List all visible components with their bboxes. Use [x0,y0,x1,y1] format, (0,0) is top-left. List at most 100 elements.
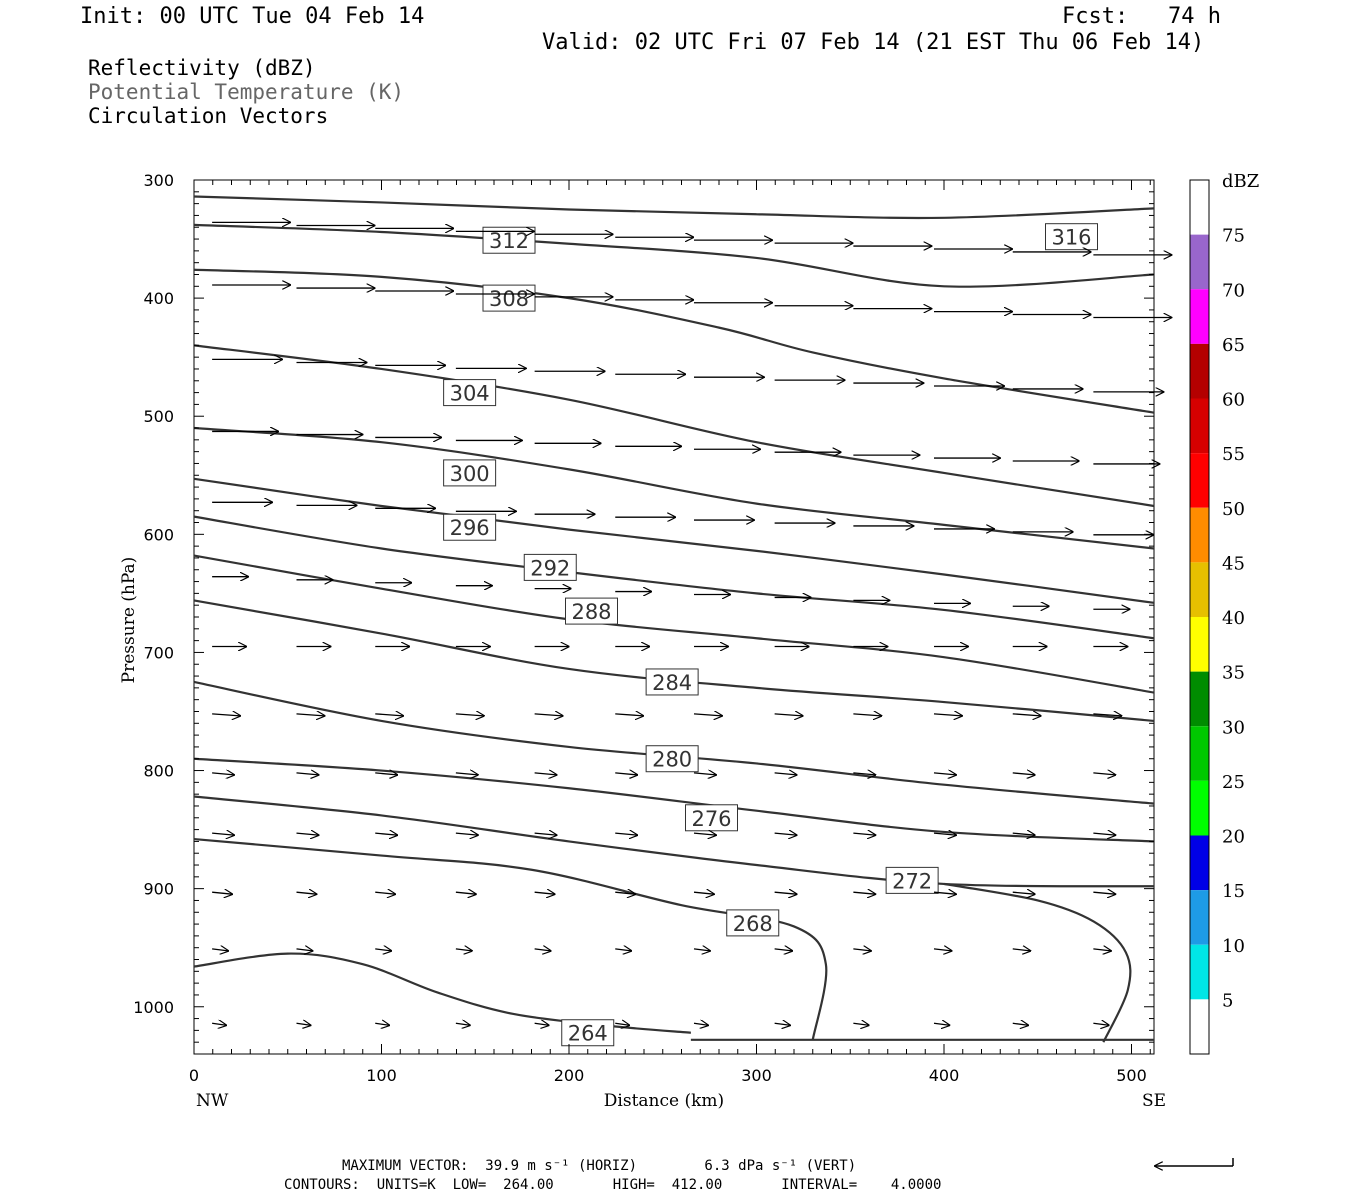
circulation-vector [693,714,722,716]
y-tick-label: 1000 [133,998,174,1017]
colorbar-swatch [1190,671,1209,727]
circulation-vector [693,833,716,835]
contour-label-292: 292 [530,556,570,580]
colorbar-swatch [1190,944,1209,1000]
contour-label-280: 280 [652,748,692,772]
y-tick-label: 900 [143,880,174,899]
field-reflectivity: Reflectivity (dBZ) [88,56,316,80]
theta-contour-276 [193,757,1155,843]
theta-contour-272-closure [943,882,1132,1043]
circulation-vector [933,892,956,894]
circulation-vector [455,714,484,716]
circulation-vector [534,833,557,835]
circulation-vector [933,1023,949,1025]
circulation-vector [455,892,476,894]
circulation-vector [1093,949,1111,951]
theta-contour-296 [193,477,1155,604]
circulation-vector [296,949,313,951]
circulation-vector [615,1023,629,1025]
circulation-vector [693,1023,708,1025]
theta-contour-312 [193,223,1155,288]
contour-label-268: 268 [733,912,773,936]
x-endpoint-right: SE [1142,1091,1166,1111]
colorbar-swatch [1190,562,1209,617]
circulation-vector [296,833,319,835]
circulation-vector [774,833,797,835]
contour-label-316: 316 [1051,226,1091,250]
circulation-vector [455,773,478,775]
circulation-vector [615,949,631,951]
circulation-vector [212,773,234,775]
contour-label-308: 308 [489,287,529,311]
circulation-vector [853,833,875,835]
circulation-vector [1012,714,1041,716]
valid-time: Valid: 02 UTC Fri 07 Feb 14 (21 EST Thu … [542,30,1205,55]
circulation-vector [853,892,875,894]
contour-label-276: 276 [691,807,731,831]
colorbar-label: 65 [1222,335,1245,356]
circulation-vector [534,892,555,894]
circulation-vector [534,949,551,951]
y-tick-label: 300 [143,171,174,190]
circulation-vector [212,833,234,835]
x-tick-label: 0 [189,1066,199,1085]
y-tick-label: 800 [143,762,174,781]
circulation-vector [534,773,557,775]
colorbar-label: 10 [1222,936,1245,957]
colorbar-swatch [1190,289,1209,344]
colorbar-swatch [1190,890,1209,945]
circulation-vector [212,892,232,894]
contour-label-box-288 [565,597,618,625]
circulation-vector [375,892,395,894]
circulation-vector [615,714,643,716]
circulation-vector [534,1023,549,1025]
circulation-vector [774,892,797,894]
colorbar-label: 70 [1222,280,1245,301]
circulation-vector [1012,949,1031,951]
circulation-vector [933,714,962,716]
init-time: Init: 00 UTC Tue 04 Feb 14 [80,4,425,29]
circulation-vector [1093,1023,1108,1025]
circulation-vector [853,714,881,716]
contour-info: CONTOURS: UNITS=K LOW= 264.00 HIGH= 412.… [284,1177,942,1193]
x-tick-label: 500 [1116,1066,1147,1085]
contour-label-box-292 [523,553,577,581]
x-tick-label: 100 [366,1066,397,1085]
circulation-vector [615,892,635,894]
x-tick-label: 400 [929,1066,960,1085]
circulation-vector [1093,892,1115,894]
y-tick-label: 400 [143,289,174,308]
colorbar-swatch [1190,999,1209,1054]
theta-contour-316 [193,195,1155,220]
colorbar-label: 40 [1222,608,1245,629]
circulation-vector [375,1023,389,1025]
circulation-vector [693,773,716,775]
circulation-vector [615,773,637,775]
y-tick-label: 600 [143,525,174,544]
circulation-vector [1093,714,1121,716]
colorbar-swatch [1190,234,1209,290]
circulation-vector [1093,833,1115,835]
circulation-vector [534,714,563,716]
forecast-hour: Fcst: 74 h [1062,4,1221,29]
circulation-vector [375,949,391,951]
circulation-vector [455,949,472,951]
circulation-vector [774,949,793,951]
colorbar-label: 45 [1222,553,1245,574]
contour-label-288: 288 [571,600,611,624]
circulation-vector [933,833,956,835]
colorbar-swatch [1190,780,1209,836]
circulation-vector [212,714,240,716]
contour-label-box-296 [443,513,497,541]
circulation-vector [933,949,952,951]
colorbar-label: 50 [1222,499,1245,520]
y-tick-label: 700 [143,643,174,662]
contour-label-box-268 [726,909,780,937]
theta-contour-264 [193,952,691,1034]
colorbar-label: 55 [1222,444,1245,465]
y-tick-label: 500 [143,407,174,426]
circulation-vector [693,949,710,951]
circulation-vector [774,773,797,775]
theta-contour-268 [193,837,828,1041]
